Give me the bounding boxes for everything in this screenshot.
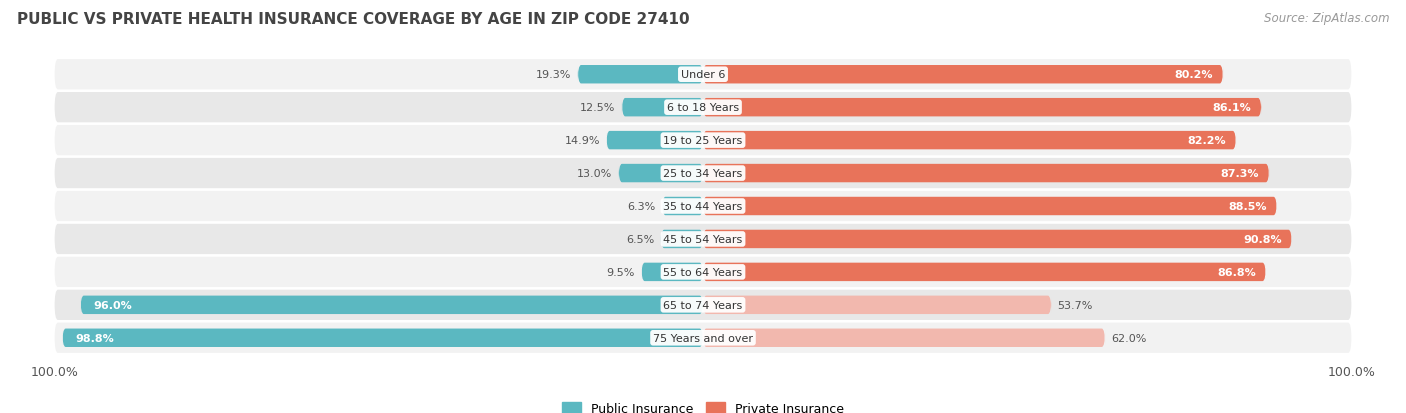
- Text: 75 Years and over: 75 Years and over: [652, 333, 754, 343]
- Text: 90.8%: 90.8%: [1243, 234, 1282, 244]
- FancyBboxPatch shape: [55, 191, 1351, 222]
- FancyBboxPatch shape: [55, 224, 1351, 254]
- Text: 6.5%: 6.5%: [626, 234, 654, 244]
- FancyBboxPatch shape: [641, 263, 703, 281]
- Text: 9.5%: 9.5%: [606, 267, 636, 277]
- FancyBboxPatch shape: [703, 197, 1277, 216]
- FancyBboxPatch shape: [621, 99, 703, 117]
- Text: 53.7%: 53.7%: [1057, 300, 1092, 310]
- FancyBboxPatch shape: [55, 323, 1351, 353]
- Text: 88.5%: 88.5%: [1229, 202, 1267, 211]
- Text: PUBLIC VS PRIVATE HEALTH INSURANCE COVERAGE BY AGE IN ZIP CODE 27410: PUBLIC VS PRIVATE HEALTH INSURANCE COVER…: [17, 12, 689, 27]
- FancyBboxPatch shape: [662, 197, 703, 216]
- Text: 65 to 74 Years: 65 to 74 Years: [664, 300, 742, 310]
- FancyBboxPatch shape: [55, 93, 1351, 123]
- Text: 19 to 25 Years: 19 to 25 Years: [664, 136, 742, 146]
- Legend: Public Insurance, Private Insurance: Public Insurance, Private Insurance: [557, 397, 849, 413]
- FancyBboxPatch shape: [578, 66, 703, 84]
- Text: 12.5%: 12.5%: [581, 103, 616, 113]
- Text: 25 to 34 Years: 25 to 34 Years: [664, 169, 742, 179]
- Text: 96.0%: 96.0%: [94, 300, 132, 310]
- Text: Source: ZipAtlas.com: Source: ZipAtlas.com: [1264, 12, 1389, 25]
- Text: 86.1%: 86.1%: [1213, 103, 1251, 113]
- FancyBboxPatch shape: [55, 159, 1351, 189]
- FancyBboxPatch shape: [80, 296, 703, 314]
- FancyBboxPatch shape: [703, 263, 1265, 281]
- FancyBboxPatch shape: [55, 60, 1351, 90]
- Text: 13.0%: 13.0%: [576, 169, 612, 179]
- Text: 35 to 44 Years: 35 to 44 Years: [664, 202, 742, 211]
- FancyBboxPatch shape: [606, 132, 703, 150]
- Text: Under 6: Under 6: [681, 70, 725, 80]
- Text: 45 to 54 Years: 45 to 54 Years: [664, 234, 742, 244]
- Text: 86.8%: 86.8%: [1218, 267, 1256, 277]
- Text: 80.2%: 80.2%: [1175, 70, 1213, 80]
- Text: 98.8%: 98.8%: [76, 333, 114, 343]
- FancyBboxPatch shape: [62, 329, 703, 347]
- Text: 6.3%: 6.3%: [627, 202, 655, 211]
- FancyBboxPatch shape: [55, 126, 1351, 156]
- FancyBboxPatch shape: [619, 164, 703, 183]
- FancyBboxPatch shape: [703, 164, 1270, 183]
- Text: 19.3%: 19.3%: [536, 70, 571, 80]
- FancyBboxPatch shape: [703, 132, 1236, 150]
- FancyBboxPatch shape: [55, 257, 1351, 287]
- Text: 55 to 64 Years: 55 to 64 Years: [664, 267, 742, 277]
- Text: 87.3%: 87.3%: [1220, 169, 1260, 179]
- Text: 62.0%: 62.0%: [1112, 333, 1147, 343]
- FancyBboxPatch shape: [703, 66, 1223, 84]
- FancyBboxPatch shape: [55, 290, 1351, 320]
- FancyBboxPatch shape: [661, 230, 703, 249]
- Text: 6 to 18 Years: 6 to 18 Years: [666, 103, 740, 113]
- FancyBboxPatch shape: [703, 329, 1105, 347]
- Text: 14.9%: 14.9%: [564, 136, 600, 146]
- FancyBboxPatch shape: [703, 230, 1292, 249]
- FancyBboxPatch shape: [703, 296, 1052, 314]
- Text: 82.2%: 82.2%: [1188, 136, 1226, 146]
- FancyBboxPatch shape: [703, 99, 1261, 117]
